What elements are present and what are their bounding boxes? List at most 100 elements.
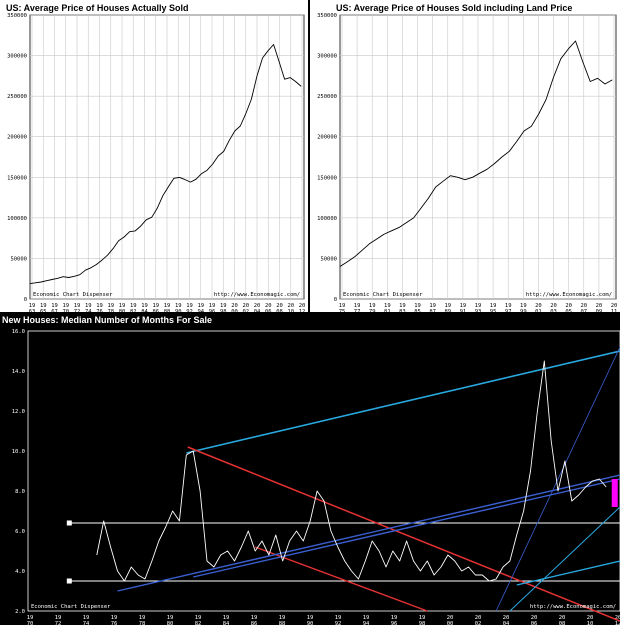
x-tick-label-top: 19 xyxy=(96,303,103,309)
x-tick-label-bottom: 78 xyxy=(107,309,114,314)
footer-right: http://www.Economagic.com/ xyxy=(530,604,616,610)
y-tick-label: 12.0 xyxy=(12,409,25,415)
x-tick-label-top: 19 xyxy=(384,303,391,309)
x-tick-label-bottom: 06 xyxy=(531,621,538,625)
x-tick-label-top: 19 xyxy=(520,303,527,309)
x-tick-label-bottom: 10 xyxy=(587,621,594,625)
x-tick-label-top: 20 xyxy=(565,303,572,309)
x-tick-label-top: 19 xyxy=(209,303,216,309)
y-tick-label: 0 xyxy=(334,297,337,303)
x-tick-label-top: 19 xyxy=(369,303,376,309)
x-tick-label-top: 19 xyxy=(130,303,137,309)
y-tick-label: 100000 xyxy=(7,216,27,222)
x-tick-label-bottom: 93 xyxy=(475,309,482,314)
x-tick-label-bottom: 92 xyxy=(186,309,193,314)
x-tick-label-bottom: 94 xyxy=(363,621,370,625)
x-tick-label-bottom: 84 xyxy=(141,309,148,314)
x-tick-label-top: 19 xyxy=(74,303,81,309)
x-tick-label-top: 19 xyxy=(111,615,118,621)
footer-left: Economic Chart Dispenser xyxy=(33,292,113,298)
y-tick-label: 10.0 xyxy=(12,449,25,455)
rising-channel-line xyxy=(117,474,620,592)
x-tick-label-bottom: 85 xyxy=(414,309,421,314)
y-tick-label: 14.0 xyxy=(12,369,25,375)
upper-trend-line xyxy=(186,350,620,454)
y-tick-label: 8.0 xyxy=(15,489,25,495)
steep-trend-line xyxy=(509,506,620,612)
x-tick-label-bottom: 94 xyxy=(197,309,204,314)
x-tick-label-top: 19 xyxy=(55,615,62,621)
x-tick-label-top: 19 xyxy=(339,303,346,309)
x-tick-label-bottom: 88 xyxy=(279,621,286,625)
x-tick-label-bottom: 83 xyxy=(399,309,406,314)
x-tick-label-bottom: 67 xyxy=(51,309,58,314)
x-tick-label-bottom: 01 xyxy=(535,309,542,314)
y-tick-label: 150000 xyxy=(7,175,27,181)
x-tick-label-bottom: 96 xyxy=(209,309,216,314)
chart-svg-1: US: Average Price of Houses Actually Sol… xyxy=(0,0,308,314)
y-tick-label: 250000 xyxy=(317,94,337,100)
x-tick-label-top: 20 xyxy=(611,303,618,309)
x-tick-label-bottom: 11 xyxy=(611,309,618,314)
x-tick-label-top: 19 xyxy=(85,303,92,309)
x-tick-label-top: 19 xyxy=(251,615,258,621)
x-tick-label-top: 19 xyxy=(141,303,148,309)
x-tick-label-bottom: 91 xyxy=(460,309,467,314)
y-tick-label: 50000 xyxy=(10,256,27,262)
x-tick-label-bottom: 70 xyxy=(27,621,34,625)
chart-months-for-sale: New Houses: Median Number of Months For … xyxy=(0,312,620,625)
x-tick-label-bottom: 08 xyxy=(559,621,566,625)
x-tick-label-bottom: 87 xyxy=(429,309,436,314)
x-tick-label-bottom: 04 xyxy=(503,621,510,625)
x-tick-label-top: 19 xyxy=(419,615,426,621)
x-tick-label-top: 20 xyxy=(596,303,603,309)
data-series-line xyxy=(96,360,607,582)
footer-left: Economic Chart Dispenser xyxy=(31,604,111,610)
x-tick-label-top: 19 xyxy=(307,615,314,621)
x-tick-label-top: 20 xyxy=(299,303,306,309)
y-tick-label: 300000 xyxy=(7,54,27,60)
x-tick-label-top: 20 xyxy=(550,303,557,309)
plot-frame xyxy=(27,330,620,612)
x-tick-label-bottom: 74 xyxy=(83,621,90,625)
x-tick-label-top: 20 xyxy=(265,303,272,309)
chart-title: New Houses: Median Number of Months For … xyxy=(2,315,212,325)
x-tick-label-top: 20 xyxy=(587,615,594,621)
x-tick-label-top: 20 xyxy=(276,303,283,309)
x-tick-label-bottom: 02 xyxy=(242,309,249,314)
x-tick-label-top: 19 xyxy=(107,303,114,309)
x-tick-label-top: 19 xyxy=(83,615,90,621)
x-tick-label-bottom: 80 xyxy=(119,309,126,314)
y-tick-label: 100000 xyxy=(317,216,337,222)
x-tick-label-bottom: 00 xyxy=(447,621,454,625)
x-tick-label-bottom: 76 xyxy=(111,621,118,625)
y-tick-label: 150000 xyxy=(317,175,337,181)
chart-background xyxy=(0,312,620,625)
x-tick-label-bottom: 06 xyxy=(265,309,272,314)
x-tick-label-top: 19 xyxy=(505,303,512,309)
x-tick-label-bottom: 74 xyxy=(85,309,92,314)
x-tick-label-top: 19 xyxy=(490,303,497,309)
x-tick-label-top: 20 xyxy=(535,303,542,309)
chart-avg-price-actually-sold: US: Average Price of Houses Actually Sol… xyxy=(0,0,308,314)
x-tick-label-bottom: 97 xyxy=(505,309,512,314)
x-tick-label-bottom: 99 xyxy=(520,309,527,314)
x-tick-label-top: 19 xyxy=(164,303,171,309)
y-tick-label: 350000 xyxy=(317,13,337,19)
x-tick-label-top: 19 xyxy=(444,303,451,309)
x-tick-label-top: 19 xyxy=(354,303,361,309)
x-tick-label-bottom: 90 xyxy=(175,309,182,314)
x-tick-label-bottom: 77 xyxy=(354,309,361,314)
x-tick-label-top: 20 xyxy=(615,615,620,621)
x-tick-label-bottom: 90 xyxy=(307,621,314,625)
y-tick-label: 50000 xyxy=(320,256,337,262)
x-tick-label-bottom: 12 xyxy=(299,309,306,314)
x-tick-label-top: 19 xyxy=(460,303,467,309)
x-tick-label-top: 19 xyxy=(152,303,159,309)
x-tick-label-top: 20 xyxy=(287,303,294,309)
x-tick-label-bottom: 89 xyxy=(444,309,451,314)
x-tick-label-top: 19 xyxy=(414,303,421,309)
x-tick-label-top: 19 xyxy=(167,615,174,621)
line-handle xyxy=(66,520,72,526)
y-tick-label: 350000 xyxy=(7,13,27,19)
